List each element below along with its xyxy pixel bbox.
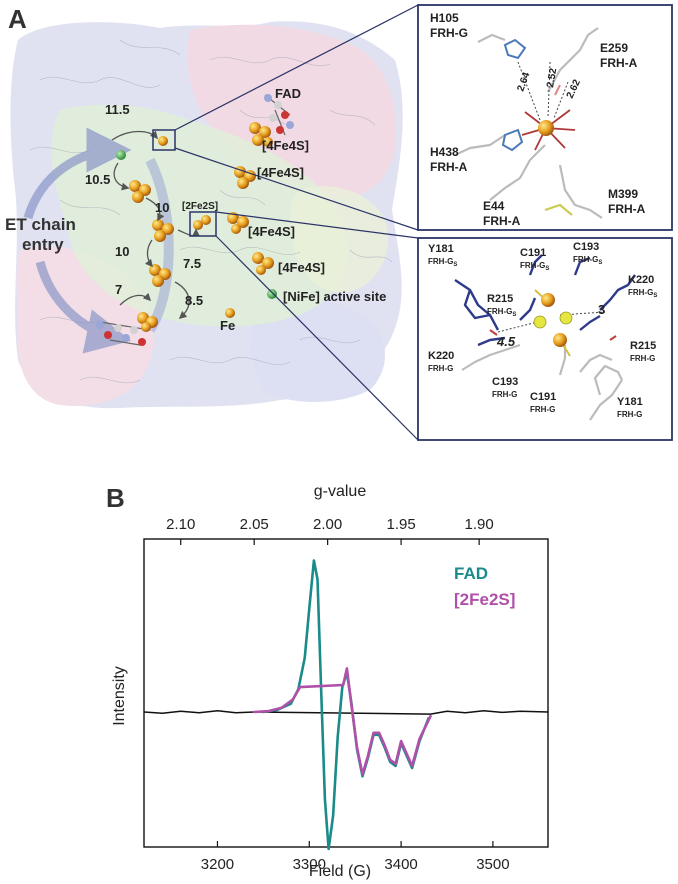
top-tick-label: 2.10: [166, 516, 195, 533]
dist-10-b: 10: [115, 244, 129, 259]
fe2s2-fe-2: [553, 333, 567, 347]
x-axis-label: Field (G): [309, 863, 371, 880]
dist-8-5: 8.5: [185, 293, 203, 308]
res-k220-b: K220: [428, 350, 454, 362]
res-h105-chain: FRH-G: [430, 26, 468, 40]
top-axis-label: g-value: [314, 483, 367, 500]
highlight-box-fe: [152, 129, 176, 151]
legend-fad: FAD: [454, 564, 488, 583]
res-c193-a: C193: [573, 241, 599, 253]
fad-molecule-top: [264, 94, 294, 136]
label-4fe4s-3: [4Fe4S]: [248, 224, 295, 239]
res-y181-a: Y181: [428, 243, 454, 255]
y-axis-label: Intensity: [111, 666, 128, 726]
fe2s2-s-1: [533, 315, 547, 329]
series-baseline-line: [143, 710, 549, 715]
inset-bottom: Y181 C191 C193 K220 R215 K220 R215 C193 …: [417, 237, 673, 441]
x-tick-label: 3400: [384, 856, 417, 873]
label-2fe2s: [2Fe2S]: [182, 201, 218, 212]
fe4s4-cluster-1: [249, 122, 273, 147]
label-4fe4s-2: [4Fe4S]: [257, 165, 304, 180]
label-entry-line1: ET chain: [5, 215, 76, 234]
distance-arrows: [111, 130, 200, 320]
entry-arc: [145, 157, 174, 333]
res-c191-a: C191: [520, 247, 546, 259]
fe-atom: [225, 308, 235, 318]
label-4fe4s-1: [4Fe4S]: [262, 138, 309, 153]
panel-a-figure: FAD [4Fe4S] [4Fe4S] [4Fe4S] [4Fe4S] [NiF…: [5, 4, 673, 441]
res-c193-b-chain: FRH-G: [492, 390, 517, 399]
panel-b-letter: B: [106, 483, 125, 513]
fad-molecule-bottom: [96, 312, 158, 346]
top-tick-label: 2.00: [313, 516, 342, 533]
chain-cluster-a: [129, 180, 151, 203]
res-c191-b-chain: FRH-G: [530, 405, 555, 414]
fe-center: [538, 120, 554, 136]
res-c191-a-chain: FRH-GS: [520, 261, 549, 272]
x-tick-label: 3200: [201, 856, 234, 873]
res-k220-a-chain: FRH-GS: [628, 288, 657, 299]
dist-11-5: 11.5: [105, 102, 130, 117]
fe4s4-cluster-3: [227, 212, 249, 234]
label-entry-line2: entry: [22, 235, 64, 254]
x-tick-label: 3300: [293, 856, 326, 873]
inset-connectors: [174, 4, 419, 441]
chain-cluster-b: [152, 219, 174, 242]
res-r215-a: R215: [487, 293, 513, 305]
res-e44: E44: [483, 199, 505, 213]
dist-7: 7: [115, 282, 122, 297]
highlight-box-2fe2s: [189, 211, 217, 237]
fe4s4-cluster-4: [252, 252, 274, 275]
res-y181-b: Y181: [617, 396, 643, 408]
top-tick-label: 1.95: [386, 516, 415, 533]
dist-10-a: 10: [155, 200, 169, 215]
res-r215-b-chain: FRH-G: [630, 354, 655, 363]
res-m399: M399: [608, 187, 638, 201]
epr-spectrum-chart: g-value Field (G) Intensity 3200 3300 3400…: [111, 483, 549, 880]
fe2s2-s-2: [559, 311, 573, 325]
dist-3: 3: [598, 302, 605, 317]
res-e259: E259: [600, 41, 628, 55]
inset-top: 2.64 2.52 2.62 H105 FRH-G E259 FRH-A H43…: [417, 4, 673, 231]
dist-4-5: 4.5: [496, 334, 516, 349]
top-tick-label: 2.05: [240, 516, 269, 533]
res-r215-b: R215: [630, 340, 656, 352]
x-tick-label: 3500: [476, 856, 509, 873]
res-m399-chain: FRH-A: [608, 202, 646, 216]
res-k220-b-chain: FRH-G: [428, 364, 453, 373]
label-nife: [NiFe] active site: [283, 289, 386, 304]
fe-atom-highlight: [158, 136, 168, 146]
res-h438: H438: [430, 145, 459, 159]
fe2s2-cluster: [193, 215, 211, 230]
top-metal-site: [116, 150, 126, 160]
dist-7-5: 7.5: [183, 256, 201, 271]
dist-10-5: 10.5: [85, 172, 110, 187]
res-h105: H105: [430, 11, 459, 25]
res-c191-b: C191: [530, 391, 556, 403]
res-c193-a-chain: FRH-GS: [573, 255, 602, 266]
panel-a-letter: A: [8, 4, 27, 34]
label-fe: Fe: [220, 318, 235, 333]
fe2s2-fe-1: [541, 293, 555, 307]
series-fad-line: [262, 559, 430, 851]
plot-frame: [143, 538, 549, 848]
nife-site-atom: [267, 289, 277, 299]
res-h438-chain: FRH-A: [430, 160, 468, 174]
res-e259-chain: FRH-A: [600, 56, 638, 70]
res-y181-b-chain: FRH-G: [617, 410, 642, 419]
legend-2fe2s: [2Fe2S]: [454, 590, 515, 609]
res-y181-a-chain: FRH-GS: [428, 257, 457, 268]
res-r215-a-chain: FRH-GS: [487, 307, 516, 318]
series-2fe2s-line: [252, 667, 432, 776]
top-tick-label: 1.90: [465, 516, 494, 533]
label-4fe4s-4: [4Fe4S]: [278, 260, 325, 275]
bond-252: 2.52: [545, 67, 559, 89]
res-k220-a: K220: [628, 274, 654, 286]
res-c193-b: C193: [492, 376, 518, 388]
res-e44-chain: FRH-A: [483, 214, 521, 228]
entry-arrow-top: [23, 127, 132, 220]
label-fad: FAD: [275, 86, 301, 101]
